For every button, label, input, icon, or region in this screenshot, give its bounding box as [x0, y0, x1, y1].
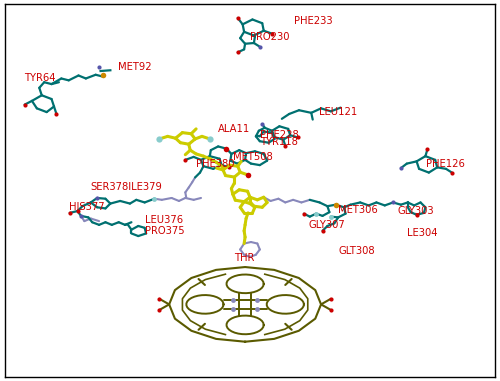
Text: PHE126: PHE126: [426, 158, 466, 169]
Text: PRO375: PRO375: [144, 226, 184, 236]
Text: SER378ILE379: SER378ILE379: [91, 182, 162, 192]
Text: GLY307: GLY307: [309, 220, 346, 230]
Text: PRO230: PRO230: [250, 32, 290, 42]
Text: GLY303: GLY303: [397, 206, 434, 216]
Text: MET92: MET92: [118, 62, 152, 72]
Text: LE304: LE304: [407, 229, 438, 239]
Text: PHE380: PHE380: [196, 158, 234, 169]
Text: LEU376: LEU376: [144, 215, 183, 226]
Text: HIS377: HIS377: [68, 202, 104, 212]
Text: GLT308: GLT308: [338, 246, 375, 256]
Text: PHE228: PHE228: [260, 130, 298, 140]
Text: THR: THR: [234, 253, 255, 263]
Text: MET306: MET306: [338, 205, 378, 215]
Text: MET508: MET508: [233, 152, 272, 162]
Text: TYR64: TYR64: [24, 74, 55, 83]
Text: ALA11: ALA11: [218, 124, 250, 134]
Text: PHE233: PHE233: [294, 16, 333, 26]
Text: LEU121: LEU121: [318, 107, 357, 117]
Text: TYR118: TYR118: [260, 137, 298, 147]
